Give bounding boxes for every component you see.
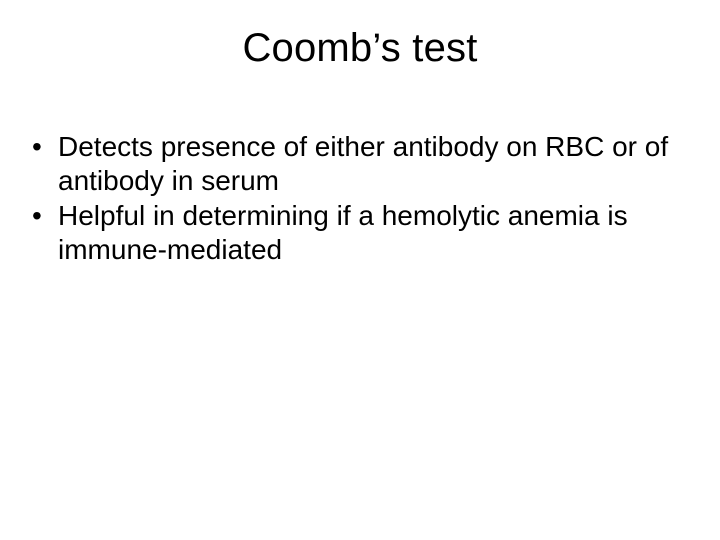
list-item: Helpful in determining if a hemolytic an… <box>28 199 680 266</box>
slide-body: Detects presence of either antibody on R… <box>28 130 680 268</box>
slide-title: Coomb’s test <box>0 26 720 71</box>
bullet-list: Detects presence of either antibody on R… <box>28 130 680 266</box>
slide: Coomb’s test Detects presence of either … <box>0 0 720 540</box>
list-item: Detects presence of either antibody on R… <box>28 130 680 197</box>
